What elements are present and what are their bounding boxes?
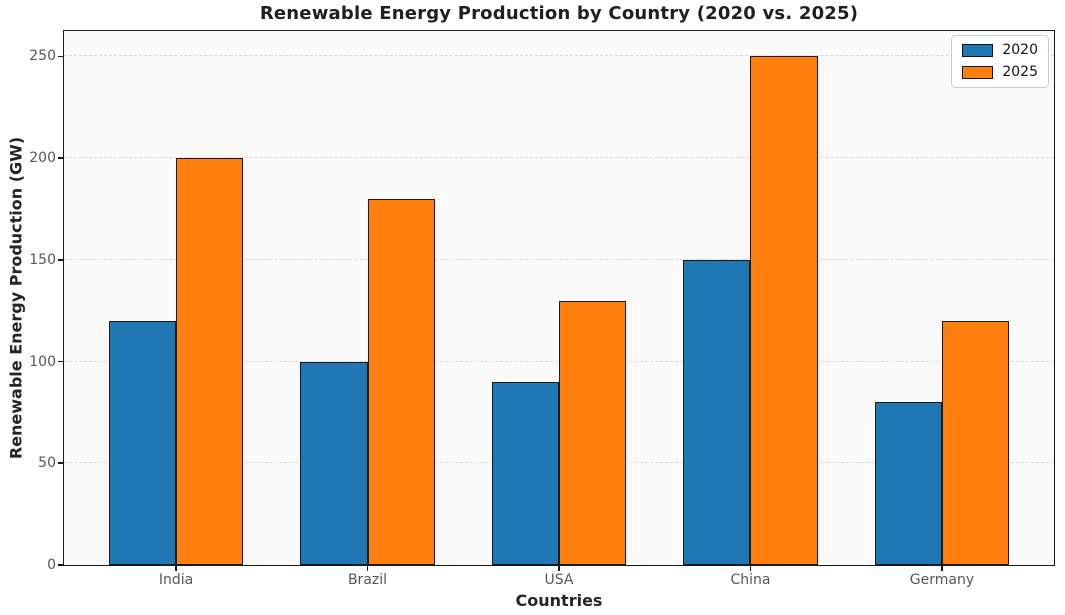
legend-entry-2025: 2025 xyxy=(962,65,1038,80)
bar-2025-usa xyxy=(559,300,627,565)
x-axis-label: Countries xyxy=(515,591,603,610)
xtick-label-germany: Germany xyxy=(909,572,975,588)
bar-2020-usa xyxy=(491,381,559,565)
ytick-label-150: 150 xyxy=(29,251,56,268)
bar-2025-india xyxy=(176,158,244,565)
gridline-y-200 xyxy=(64,157,1054,159)
ytick-label-100: 100 xyxy=(29,353,56,370)
bar-2020-brazil xyxy=(300,361,368,565)
xtick-mark-china xyxy=(749,566,752,571)
xtick-mark-germany xyxy=(941,566,943,571)
bar-2025-china xyxy=(750,56,818,565)
ytick-mark-100 xyxy=(58,360,63,363)
chart-title: Renewable Energy Production by Country (… xyxy=(259,3,859,24)
plot-area: 2020 2025 xyxy=(63,30,1055,566)
ytick-mark-0 xyxy=(58,564,63,566)
ytick-mark-50 xyxy=(58,462,63,465)
xtick-label-brazil: Brazil xyxy=(347,572,388,588)
legend-label-2025: 2025 xyxy=(1002,64,1038,80)
bar-2020-china xyxy=(683,259,751,565)
bar-2020-india xyxy=(109,320,177,565)
ytick-label-200: 200 xyxy=(29,150,56,167)
ytick-mark-150 xyxy=(58,259,63,261)
xtick-label-usa: USA xyxy=(544,572,574,588)
xtick-label-china: China xyxy=(730,572,771,588)
xtick-label-india: India xyxy=(158,572,194,588)
ytick-label-250: 250 xyxy=(29,48,56,65)
bar-2025-brazil xyxy=(367,198,435,565)
xtick-mark-brazil xyxy=(366,566,369,571)
legend: 2020 2025 xyxy=(951,35,1049,88)
legend-entry-2020: 2020 xyxy=(962,43,1038,58)
xtick-mark-india xyxy=(175,566,177,571)
ytick-label-0: 0 xyxy=(47,557,56,573)
gridline-y-250 xyxy=(64,55,1054,57)
legend-label-2020: 2020 xyxy=(1002,42,1038,58)
legend-swatch-2020 xyxy=(962,44,994,57)
xtick-mark-usa xyxy=(558,566,560,571)
bar-2025-germany xyxy=(941,320,1009,565)
ytick-mark-250 xyxy=(58,55,63,58)
y-axis-label: Renewable Energy Production (GW) xyxy=(6,136,26,460)
bar-2020-germany xyxy=(874,402,942,565)
ytick-label-50: 50 xyxy=(38,455,56,472)
legend-swatch-2025 xyxy=(962,66,994,79)
gridline-y-150 xyxy=(64,258,1054,260)
ytick-mark-200 xyxy=(58,157,63,159)
